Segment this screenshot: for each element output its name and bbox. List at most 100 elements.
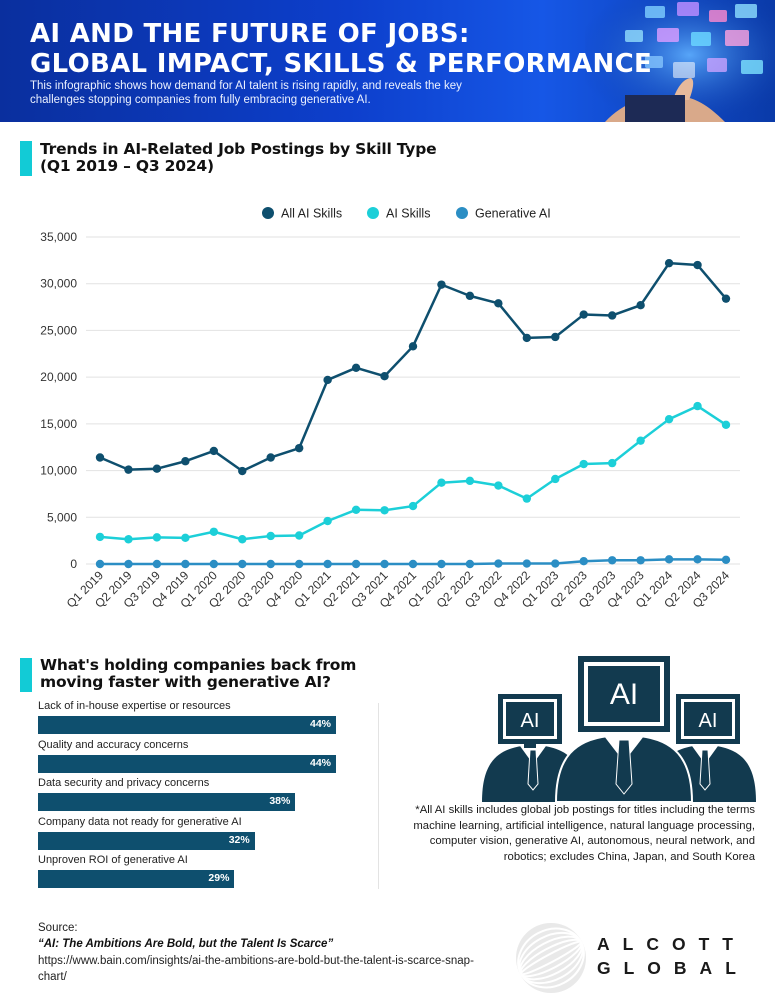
y-tick-label: 25,000 — [40, 323, 77, 337]
ai-head-people-illustration: AI AI AI — [482, 656, 756, 802]
data-point — [579, 556, 588, 566]
bar-category-label: Unproven ROI of generative AI — [38, 854, 188, 866]
bar-value-label: 32% — [228, 833, 250, 846]
bar: 44% — [38, 754, 336, 773]
data-point — [294, 531, 304, 540]
header-subtitle: This infographic shows how demand for AI… — [30, 80, 462, 106]
section-title-line-1: What's holding companies back from — [40, 656, 357, 674]
bar: 32% — [38, 831, 255, 850]
data-point — [664, 414, 674, 424]
legend-marker — [456, 207, 468, 219]
data-point — [380, 506, 389, 515]
data-point — [209, 559, 219, 569]
source-title: “AI: The Ambitions Are Bold, but the Tal… — [38, 938, 334, 950]
data-point — [351, 559, 361, 569]
bar-category-label: Quality and accuracy concerns — [38, 738, 189, 751]
bar-value-label: 44% — [309, 756, 331, 769]
data-point — [266, 453, 275, 462]
data-point — [323, 375, 332, 385]
data-point — [181, 533, 190, 543]
right-figure: AI — [654, 694, 756, 802]
tech-hand-illustration — [585, 0, 775, 122]
data-point — [465, 559, 475, 569]
data-point — [551, 474, 560, 484]
y-tick-label: 15,000 — [40, 417, 77, 431]
data-point — [664, 258, 674, 268]
footnote: *All AI skills includes global job posti… — [413, 804, 755, 863]
center-figure: AI — [554, 656, 694, 802]
data-point — [522, 559, 532, 568]
ai-badge-center: AI — [610, 678, 638, 711]
data-point — [494, 481, 503, 490]
data-point — [351, 505, 361, 515]
section-title-barriers: What's holding companies back from movin… — [40, 657, 356, 691]
y-tick-label: 0 — [70, 557, 77, 571]
data-point — [437, 280, 446, 289]
section-accent-bar — [20, 141, 32, 176]
data-point — [607, 556, 617, 565]
data-point — [522, 494, 532, 503]
data-point — [294, 559, 304, 569]
data-point — [181, 559, 190, 569]
data-point — [95, 453, 105, 462]
data-point — [152, 464, 162, 473]
data-point — [323, 559, 332, 569]
data-point — [437, 478, 446, 487]
data-point — [721, 555, 731, 564]
legend-marker — [262, 207, 274, 219]
ai-badge-right: AI — [699, 710, 718, 732]
data-point — [636, 301, 645, 310]
data-point — [693, 401, 702, 411]
bar: 29% — [38, 870, 235, 888]
bar-value-label: 38% — [269, 795, 291, 807]
data-point — [294, 443, 304, 453]
divider — [378, 703, 379, 889]
main-title-line-1: AI AND THE FUTURE OF JOBS: — [30, 19, 470, 49]
main-title-line-2: GLOBAL IMPACT, SKILLS & PERFORMANCE — [30, 49, 653, 79]
data-point — [380, 372, 389, 381]
data-point — [124, 535, 133, 544]
y-tick-label: 5,000 — [47, 510, 77, 524]
job-postings-line-chart: 0 5,000 10,000 15,000 20,000 25,000 30,000 35,0… — [40, 207, 740, 611]
source-label: Source: — [38, 922, 78, 934]
data-point — [607, 311, 617, 320]
data-point — [152, 559, 162, 569]
data-point — [522, 333, 532, 343]
data-point — [693, 555, 702, 564]
source-url-link[interactable]: https://www.bain.com/insights/ai-the-amb… — [38, 955, 474, 983]
ai-badge-left: AI — [521, 710, 540, 732]
y-tick-label: 30,000 — [40, 277, 77, 291]
legend-label: All AI Skills — [281, 207, 342, 221]
bar-category-label: Lack of in-house expertise or resources — [38, 700, 231, 712]
data-point — [636, 436, 645, 445]
bar-category-label: Data security and privacy concerns — [38, 777, 210, 789]
data-point — [95, 559, 105, 569]
data-point — [636, 556, 645, 565]
data-point — [124, 559, 133, 569]
series-line — [99, 404, 727, 541]
data-point — [721, 294, 731, 303]
data-point — [266, 531, 275, 541]
bar: 44% — [38, 716, 336, 734]
data-point — [494, 299, 503, 308]
legend-label: AI Skills — [386, 207, 430, 221]
data-point — [579, 310, 588, 319]
bar: 38% — [38, 793, 296, 811]
data-point — [266, 559, 275, 569]
bar-category-label: Company data not ready for generative AI — [38, 815, 242, 828]
header-banner: AI AND THE FUTURE OF JOBS: GLOBAL IMPACT… — [0, 0, 775, 122]
data-point — [408, 501, 418, 511]
legend-marker — [367, 207, 379, 219]
data-point — [323, 516, 332, 526]
data-point — [124, 465, 133, 474]
data-point — [607, 458, 617, 468]
data-point — [238, 466, 247, 476]
legend-label: Generative AI — [475, 207, 551, 221]
logo-wordmark-line-2: GLOBAL — [597, 958, 749, 978]
data-point — [380, 559, 389, 569]
data-point — [664, 555, 674, 564]
data-point — [721, 420, 731, 429]
data-point — [408, 559, 418, 569]
series-line — [99, 261, 727, 473]
data-point — [238, 535, 247, 544]
